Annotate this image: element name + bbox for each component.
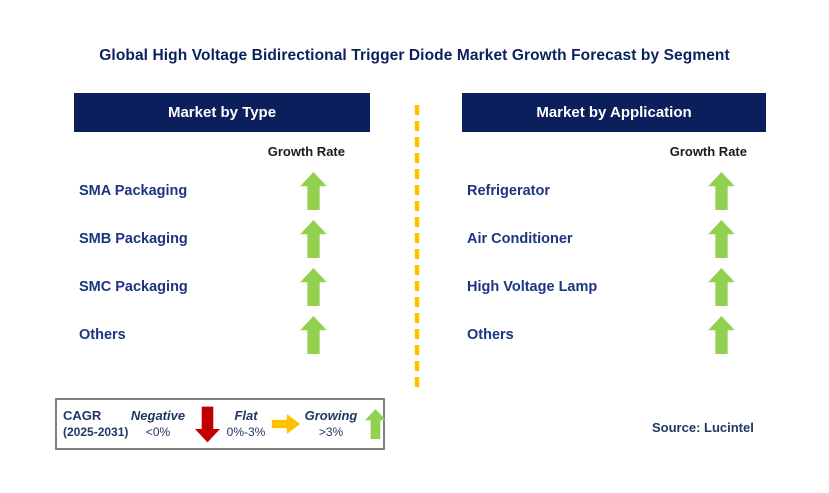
market-by-type-panel: Market by Type Growth Rate SMA Packaging…	[74, 93, 370, 368]
flat-right-arrow-icon	[271, 414, 301, 434]
growth-up-arrow-icon	[300, 268, 327, 306]
legend-entry-flat: Flat 0%-3%	[224, 408, 268, 440]
legend-flat-range: 0%-3%	[226, 425, 266, 439]
growth-up-arrow-icon	[708, 220, 735, 258]
growth-up-arrow-icon	[300, 220, 327, 258]
growth-rate-label: Growth Rate	[669, 144, 747, 159]
segment-row: SMA Packaging	[74, 167, 370, 215]
segment-label: Others	[467, 327, 514, 343]
segment-label: SMC Packaging	[79, 279, 188, 295]
growing-up-arrow-icon	[365, 409, 386, 439]
legend-entry-negative: Negative <0%	[129, 408, 187, 440]
dashed-divider	[414, 105, 420, 393]
growth-up-arrow-icon	[300, 172, 327, 210]
legend-growing-range: >3%	[318, 425, 344, 439]
legend-cagr-period: (2025-2031)	[63, 425, 129, 439]
segment-label: Refrigerator	[467, 183, 550, 199]
market-by-application-header: Market by Application	[462, 93, 766, 132]
growth-up-arrow-icon	[708, 268, 735, 306]
segment-label: Others	[79, 327, 126, 343]
cagr-legend: CAGR (2025-2031) Negative <0% Flat 0%-3%…	[55, 398, 386, 450]
market-by-application-panel: Market by Application Growth Rate Refrig…	[462, 93, 766, 368]
legend-cagr-block: CAGR (2025-2031)	[63, 407, 129, 441]
legend-negative-range: <0%	[145, 425, 171, 439]
legend-growing-label: Growing	[304, 408, 358, 423]
market-by-type-header: Market by Type	[74, 93, 370, 132]
segment-label: Air Conditioner	[467, 231, 573, 247]
legend-entry-growing: Growing >3%	[304, 408, 358, 440]
segment-row: SMB Packaging	[74, 215, 370, 263]
growth-up-arrow-icon	[708, 316, 735, 354]
negative-down-arrow-icon	[195, 406, 220, 442]
segment-label: High Voltage Lamp	[467, 279, 598, 295]
segment-label: SMB Packaging	[79, 231, 188, 247]
growth-up-arrow-icon	[708, 172, 735, 210]
segment-row: Others	[462, 311, 766, 359]
source-label: Source: Lucintel	[652, 420, 754, 435]
segment-row: High Voltage Lamp	[462, 263, 766, 311]
segment-row: Refrigerator	[462, 167, 766, 215]
segment-label: SMA Packaging	[79, 183, 188, 199]
legend-flat-label: Flat	[234, 408, 258, 423]
legend-negative-label: Negative	[130, 408, 186, 423]
segment-row: Others	[74, 311, 370, 359]
segment-row: Air Conditioner	[462, 215, 766, 263]
legend-cagr-label: CAGR	[63, 408, 102, 423]
page-title: Global High Voltage Bidirectional Trigge…	[99, 47, 730, 64]
segment-row: SMC Packaging	[74, 263, 370, 311]
growth-up-arrow-icon	[300, 316, 327, 354]
growth-rate-label: Growth Rate	[267, 144, 345, 159]
